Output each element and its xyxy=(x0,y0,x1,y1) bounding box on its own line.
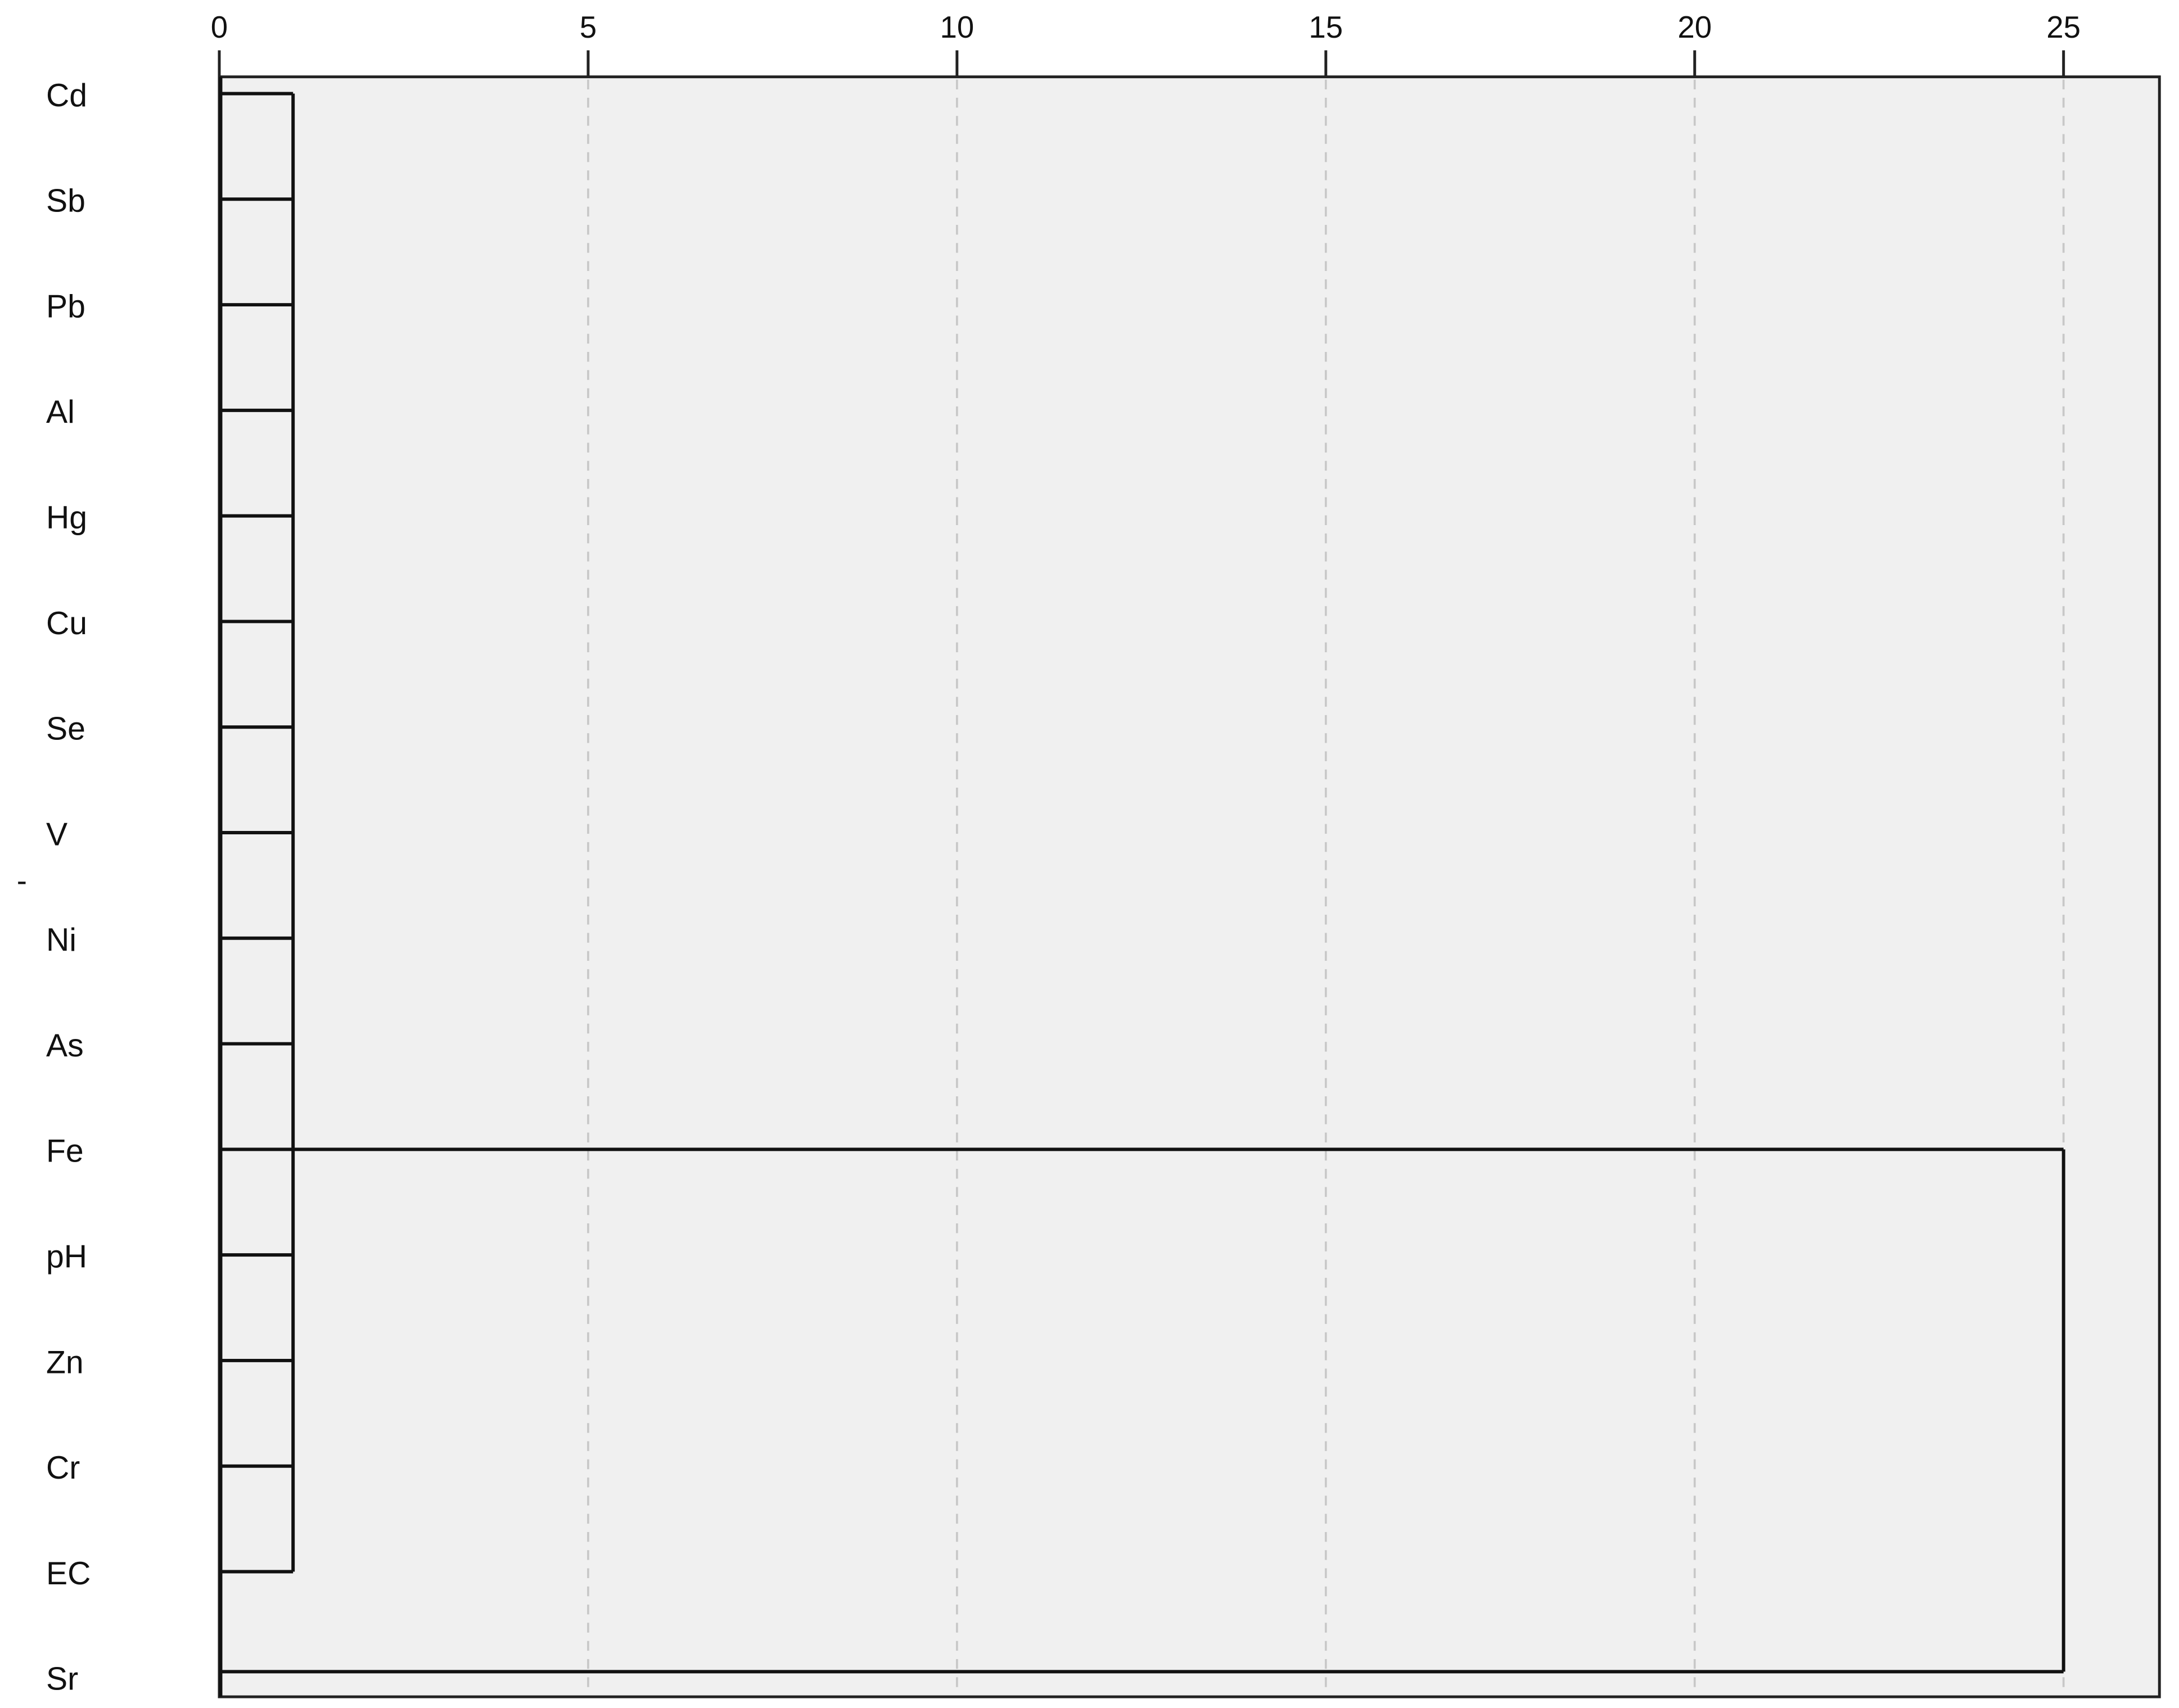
x-tick-label: 5 xyxy=(580,10,597,44)
leaf-label: V xyxy=(46,816,67,852)
leaf-label: Ni xyxy=(46,922,76,958)
leaf-label: Cu xyxy=(46,606,87,641)
x-axis: 0 5 10 15 20 25 xyxy=(211,10,2081,77)
leaf-label: Fe xyxy=(46,1133,84,1169)
leaf-label: pH xyxy=(46,1239,87,1275)
leaf-label: Se xyxy=(46,711,85,747)
leaf-label: Cd xyxy=(46,78,87,114)
x-tick-label: 15 xyxy=(1309,10,1343,44)
plot-area xyxy=(218,75,2161,1698)
x-tick-label: 20 xyxy=(1677,10,1712,44)
leaf-label: Al xyxy=(46,394,75,430)
x-tick-label: 0 xyxy=(211,10,228,44)
leaf-label: Sb xyxy=(46,183,85,219)
x-tick-label: 25 xyxy=(2046,10,2081,44)
x-tick-label: 10 xyxy=(940,10,974,44)
dendrogram-links xyxy=(219,76,2065,1697)
leaf-label: Sr xyxy=(46,1661,78,1697)
leaf-label: EC xyxy=(46,1556,91,1592)
stray-mark: - xyxy=(17,864,27,898)
leaf-label: Cr xyxy=(46,1450,80,1486)
leaf-label: As xyxy=(46,1028,84,1064)
leaf-label: Zn xyxy=(46,1344,84,1380)
leaf-label: Pb xyxy=(46,288,85,324)
leaf-label: Hg xyxy=(46,500,87,536)
leaf-labels: Cd Sb Pb Al Hg Cu Se V Ni As Fe pH Zn Cr EC Sr xyxy=(46,78,91,1697)
